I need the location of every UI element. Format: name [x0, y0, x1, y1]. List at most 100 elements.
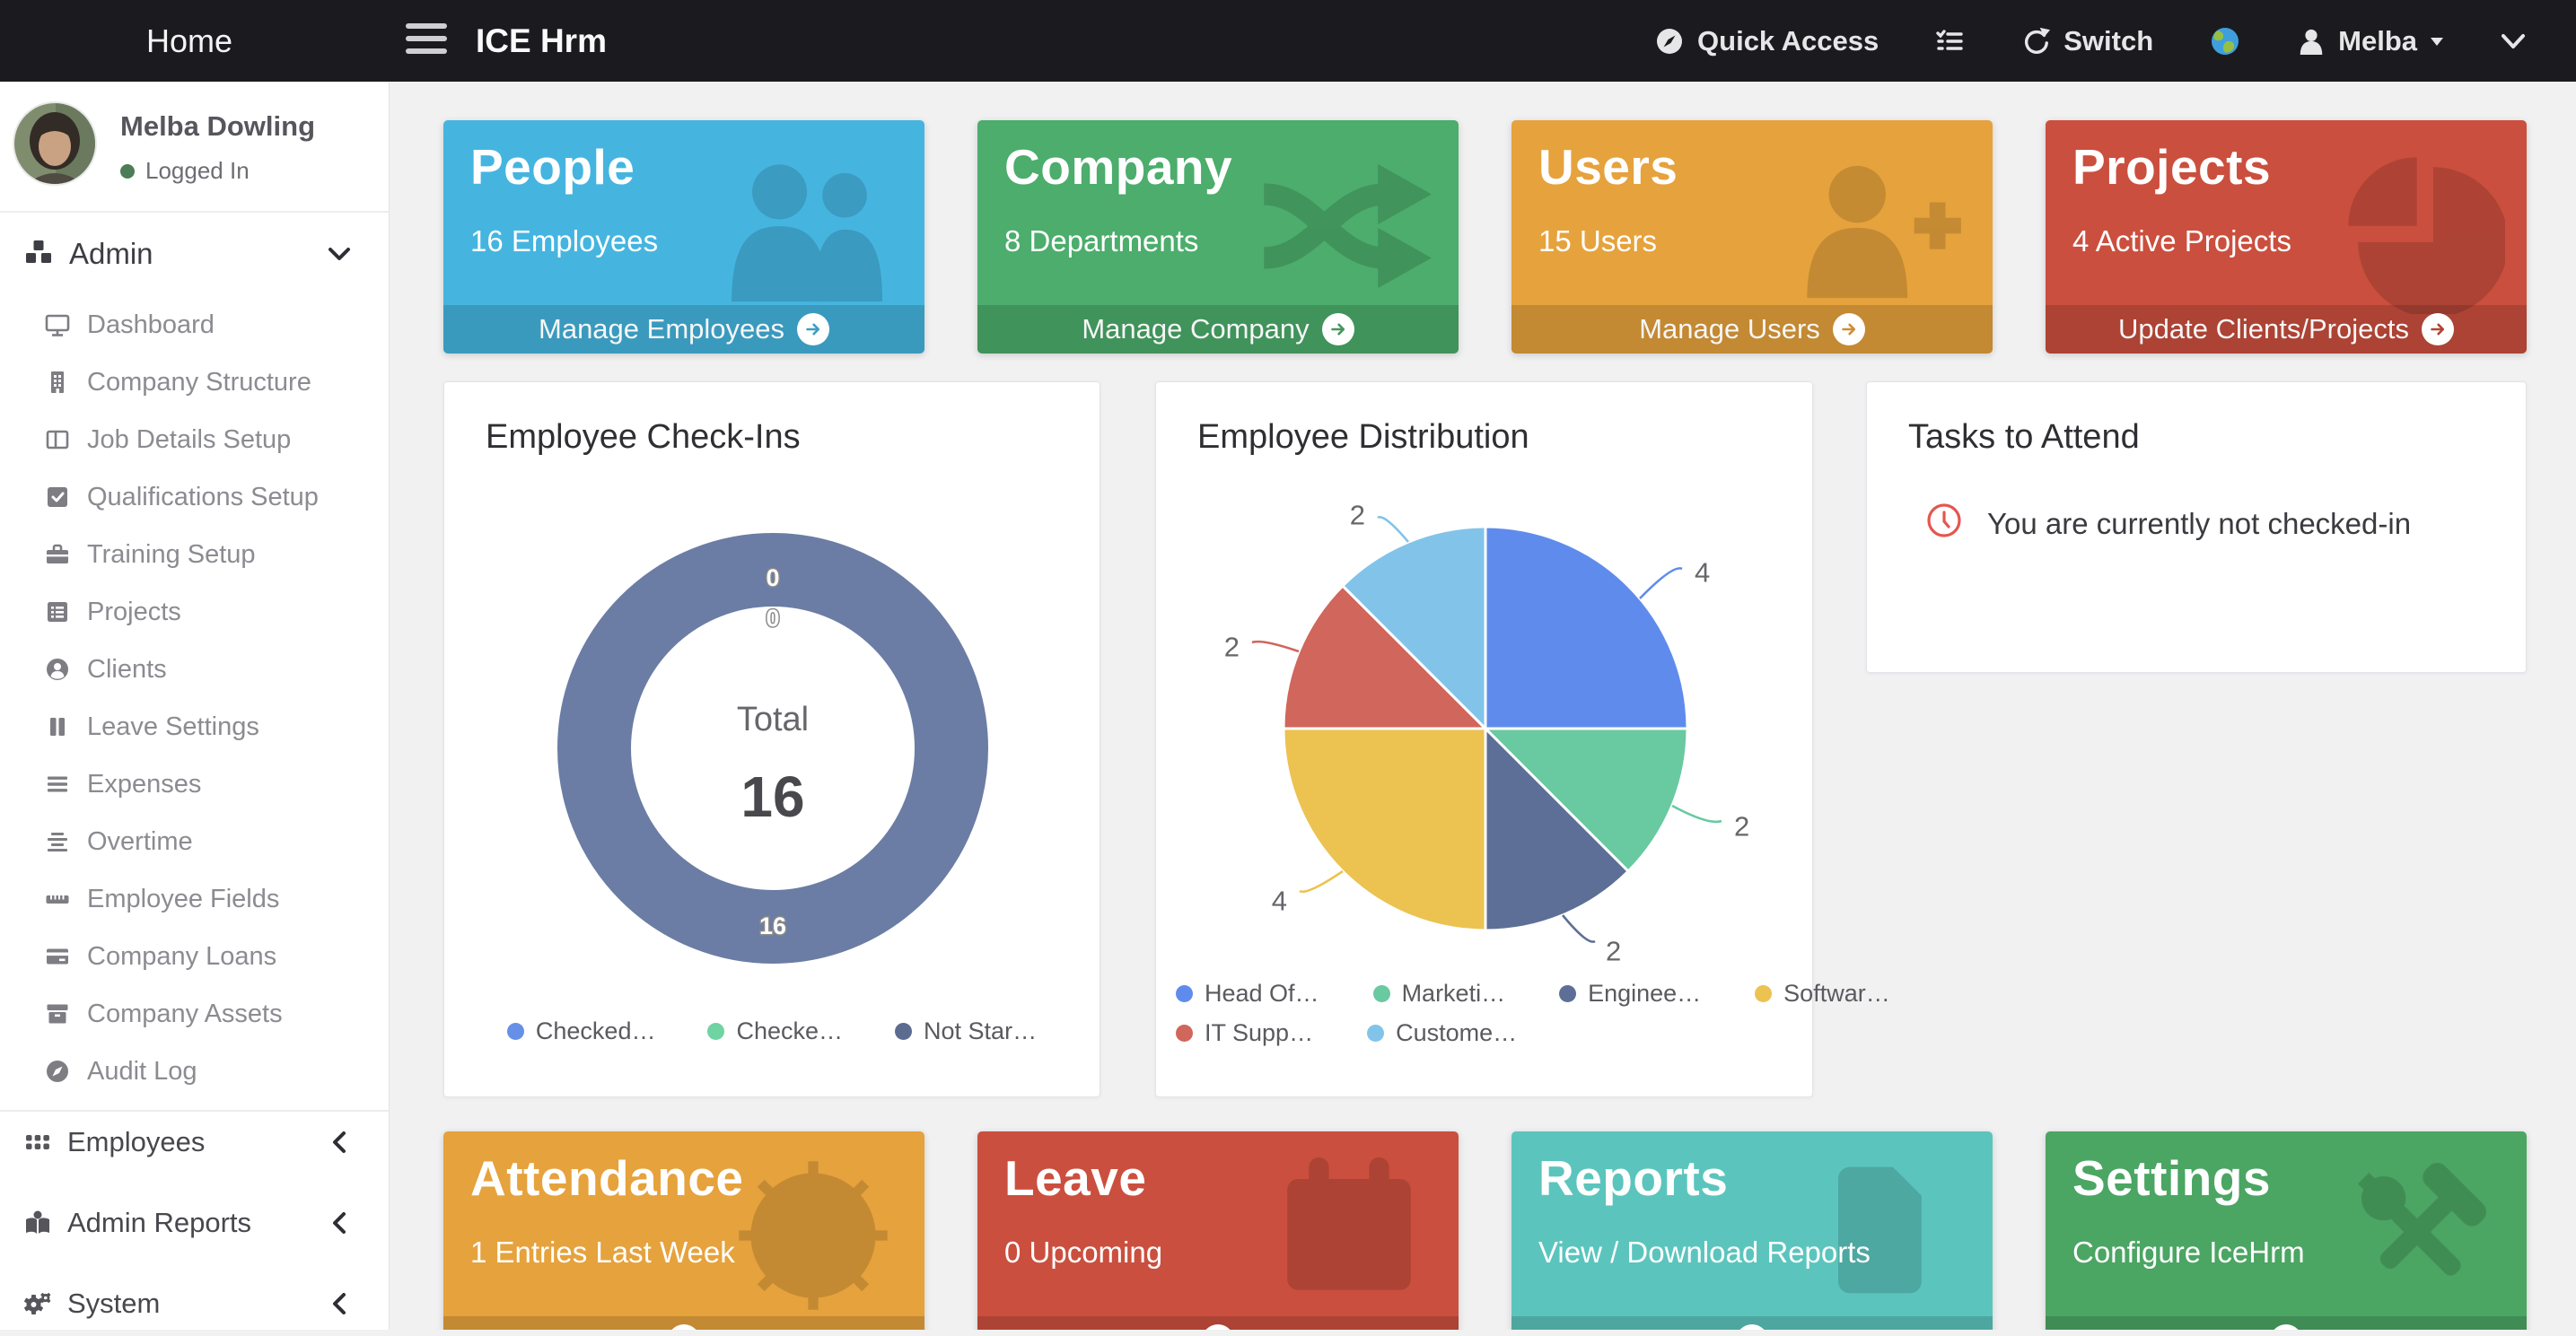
- status-label: Logged In: [145, 157, 250, 185]
- sidebar-item-expenses[interactable]: Expenses: [0, 755, 389, 813]
- legend-dot: [1176, 1025, 1193, 1042]
- sidebar-item-qualifications-setup[interactable]: Qualifications Setup: [0, 468, 389, 526]
- card-title: Projects: [2072, 138, 2271, 196]
- legend-customer[interactable]: Custome…: [1367, 1019, 1517, 1047]
- sidebar-section-system[interactable]: System: [0, 1271, 389, 1336]
- legend-not-started[interactable]: Not Star…: [895, 1017, 1037, 1045]
- card-title: Users: [1538, 138, 1678, 196]
- archive-box-icon: [43, 1000, 72, 1027]
- quick-access-button[interactable]: Quick Access: [1654, 25, 1879, 57]
- legend-checked-in[interactable]: Checked…: [507, 1017, 656, 1045]
- arrow-circle-icon: [1833, 313, 1865, 345]
- shuffle-icon: [1249, 151, 1437, 306]
- sidebar-item-dashboard[interactable]: Dashboard: [0, 296, 389, 354]
- quick-access-label: Quick Access: [1697, 25, 1879, 57]
- sidebar-item-clients[interactable]: Clients: [0, 641, 389, 698]
- legend-marketing[interactable]: Marketi…: [1373, 980, 1506, 1008]
- checkin-status-row: You are currently not checked-in: [1924, 501, 2411, 547]
- card-subtitle: View / Download Reports: [1538, 1236, 1871, 1270]
- arrow-circle-icon: [1202, 1324, 1234, 1330]
- legend-head-office[interactable]: Head Of…: [1176, 980, 1319, 1008]
- manage-company-action[interactable]: Manage Company: [977, 305, 1459, 354]
- sidebar-section-employees[interactable]: Employees: [0, 1110, 389, 1174]
- legend-dot: [707, 1023, 724, 1040]
- sidebar-item-overtime[interactable]: Overtime: [0, 813, 389, 870]
- sidebar-item-leave-settings[interactable]: Leave Settings: [0, 698, 389, 755]
- list-check-icon: [1934, 26, 1965, 57]
- user-menu[interactable]: Melba: [2297, 25, 2444, 57]
- sidebar-item-job-details-setup[interactable]: Job Details Setup: [0, 411, 389, 468]
- compass-icon: [1654, 26, 1685, 57]
- task-list-button[interactable]: [1934, 26, 1965, 57]
- card-leave[interactable]: Leave 0 Upcoming: [977, 1131, 1459, 1330]
- sidebar-item-company-assets[interactable]: Company Assets: [0, 985, 389, 1043]
- chevron-down-icon: [2500, 31, 2527, 51]
- card-title: Reports: [1538, 1149, 1728, 1207]
- arrow-circle-icon: [797, 313, 829, 345]
- sidebar-item-employee-fields[interactable]: Employee Fields: [0, 870, 389, 928]
- card-attendance[interactable]: Attendance 1 Entries Last Week: [443, 1131, 924, 1330]
- hamburger-icon[interactable]: [406, 23, 447, 54]
- switch-button[interactable]: Switch: [2020, 25, 2153, 57]
- update-clients-projects-action[interactable]: Update Clients/Projects: [2046, 305, 2527, 354]
- card-settings[interactable]: Settings Configure IceHrm: [2046, 1131, 2527, 1330]
- legend-software[interactable]: Softwar…: [1755, 980, 1890, 1008]
- pie-chart-icon: [2342, 151, 2505, 319]
- card-users[interactable]: Users 15 Users Manage Users: [1511, 120, 1993, 354]
- top-navbar: Home ICE Hrm Quick Access Switch: [0, 0, 2576, 82]
- attendance-action[interactable]: [443, 1316, 924, 1330]
- card-title: Settings: [2072, 1149, 2271, 1207]
- pause-columns-icon: [43, 713, 72, 740]
- card-subtitle: Configure IceHrm: [2072, 1236, 2305, 1270]
- distribution-legend-row2: IT Supp… Custome…: [1176, 1019, 1517, 1047]
- admin-section-label: Admin: [69, 237, 153, 271]
- menu-lines-icon: [43, 771, 72, 798]
- card-projects[interactable]: Projects 4 Active Projects Update Client…: [2046, 120, 2527, 354]
- svg-text:Total: Total: [737, 701, 809, 738]
- arrow-circle-icon: [2422, 313, 2454, 345]
- sidebar-item-training-setup[interactable]: Training Setup: [0, 526, 389, 583]
- sidebar-item-company-structure[interactable]: Company Structure: [0, 354, 389, 411]
- sidebar-item-audit-log[interactable]: Audit Log: [0, 1043, 389, 1100]
- sidebar-section-admin[interactable]: Admin: [0, 225, 389, 283]
- align-lines-icon: [43, 828, 72, 855]
- credit-card-icon: [43, 943, 72, 970]
- sidebar-section-admin-reports[interactable]: Admin Reports: [0, 1191, 389, 1255]
- legend-engineering[interactable]: Enginee…: [1559, 980, 1701, 1008]
- language-globe-button[interactable]: [2209, 25, 2241, 57]
- arrow-circle-icon: [1736, 1324, 1768, 1330]
- report-book-icon: [21, 1208, 55, 1238]
- legend-dot: [1367, 1025, 1384, 1042]
- card-subtitle: 4 Active Projects: [2072, 224, 2291, 258]
- calendar-icon: [1272, 1148, 1426, 1314]
- main-content: People 16 Employees Manage Employees Com…: [390, 82, 2576, 1330]
- svg-text:0: 0: [766, 564, 779, 591]
- grid-icon: [21, 1127, 55, 1157]
- legend-it-support[interactable]: IT Supp…: [1176, 1019, 1313, 1047]
- leave-action[interactable]: [977, 1316, 1459, 1330]
- arrow-circle-icon: [2270, 1324, 2302, 1330]
- panel-title: Employee Check-Ins: [486, 418, 801, 457]
- card-subtitle: 15 Users: [1538, 224, 1657, 258]
- nav-home-link[interactable]: Home: [146, 0, 232, 82]
- settings-action[interactable]: [2046, 1316, 2527, 1330]
- legend-dot: [895, 1023, 912, 1040]
- chevron-left-icon: [331, 1131, 347, 1154]
- legend-checked-out[interactable]: Checke…: [707, 1017, 843, 1045]
- card-people[interactable]: People 16 Employees Manage Employees: [443, 120, 924, 354]
- svg-text:4: 4: [1695, 557, 1710, 589]
- reports-action[interactable]: [1511, 1316, 1993, 1330]
- sidebar-item-projects[interactable]: Projects: [0, 583, 389, 641]
- manage-employees-action[interactable]: Manage Employees: [443, 305, 924, 354]
- collapse-navbar-button[interactable]: [2500, 31, 2527, 51]
- card-subtitle: 1 Entries Last Week: [470, 1236, 735, 1270]
- checkin-status-message: You are currently not checked-in: [1987, 507, 2411, 541]
- card-subtitle: 8 Departments: [1004, 224, 1198, 258]
- card-company[interactable]: Company 8 Departments Manage Company: [977, 120, 1459, 354]
- manage-users-action[interactable]: Manage Users: [1511, 305, 1993, 354]
- card-reports[interactable]: Reports View / Download Reports: [1511, 1131, 1993, 1330]
- user-icon: [2297, 26, 2326, 57]
- sidebar-item-company-loans[interactable]: Company Loans: [0, 928, 389, 985]
- status-dot: [120, 164, 135, 179]
- cubes-icon: [22, 238, 55, 270]
